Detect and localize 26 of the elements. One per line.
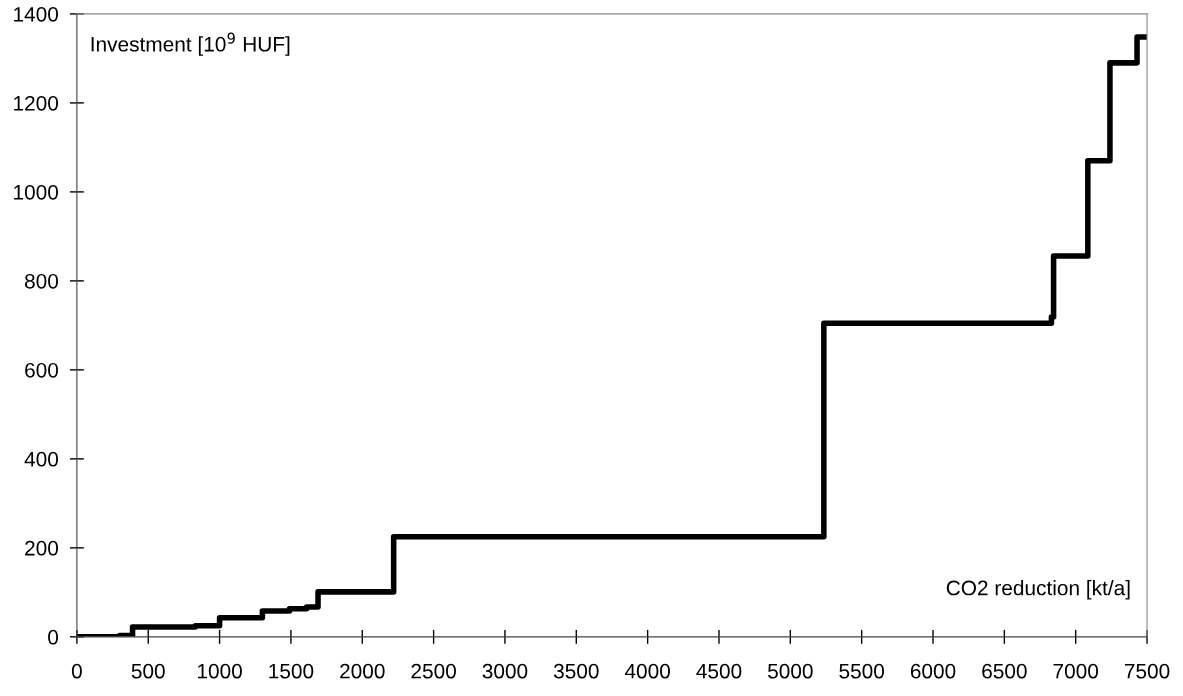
x-tick-label: 0 (71, 663, 82, 679)
x-tick-label: 500 (131, 663, 165, 679)
x-tick-label: 5500 (839, 663, 885, 679)
x-tick-label: 1500 (269, 663, 314, 679)
x-tick-label: 5000 (767, 663, 813, 679)
x-tick-label: 1000 (198, 663, 242, 679)
y-tick-label: 1000 (14, 184, 59, 200)
x-tick-label: 4000 (624, 663, 670, 679)
y-tick-label: 400 (24, 451, 59, 467)
y-tick-label: 1200 (14, 95, 59, 111)
x-tick-label: 3000 (482, 663, 528, 679)
y-tick-label: 1400 (14, 6, 59, 22)
y-tick-label: 600 (25, 362, 59, 378)
x-tick-label: 2500 (411, 663, 456, 679)
x-tick-label: 3500 (553, 663, 599, 679)
y-tick-label: 0 (48, 629, 59, 645)
y-tick-label: 200 (25, 540, 59, 556)
y-axis-title: Investment [10$^{9}$ HUF] (91, 32, 290, 56)
x-tick-label: 6500 (982, 663, 1027, 679)
x-tick-label: 6000 (910, 663, 956, 679)
x-tick-label: 2000 (340, 663, 385, 679)
x-axis-title: CO2 reduction [kt/a] (946, 580, 1130, 600)
x-tick-label: 4500 (696, 663, 742, 679)
x-tick-label: 7500 (1124, 663, 1170, 679)
x-tick-label: 7000 (1053, 663, 1099, 679)
y-tick-label: 800 (24, 273, 59, 289)
